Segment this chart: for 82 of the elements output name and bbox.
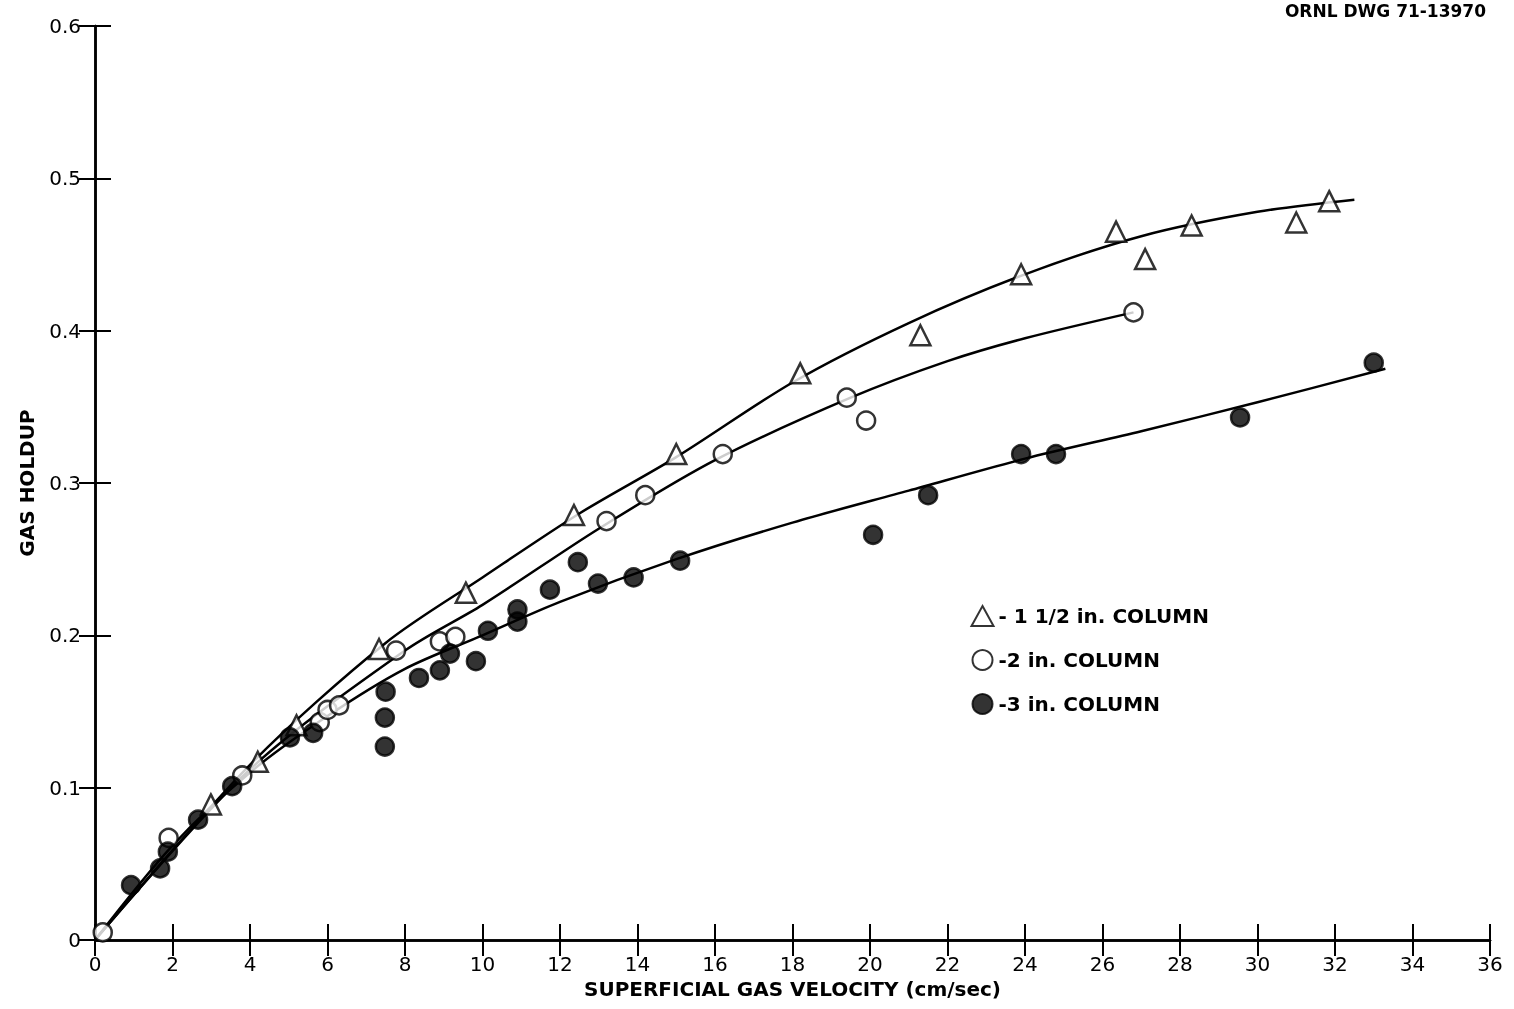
- point: [328, 695, 350, 716]
- point: [909, 323, 932, 347]
- point: [567, 551, 589, 573]
- point: [385, 640, 407, 661]
- point: [445, 626, 466, 648]
- point: [374, 736, 396, 757]
- x-tick-label: 36: [1477, 952, 1503, 976]
- point: [1010, 443, 1032, 465]
- point: [1009, 263, 1033, 286]
- point: [1104, 220, 1128, 243]
- y-tick-label: 0.4: [49, 318, 81, 343]
- point: [199, 793, 223, 816]
- x-tick-label: 26: [1089, 952, 1116, 976]
- point: [917, 484, 939, 506]
- point: [562, 503, 586, 527]
- point: [375, 681, 396, 702]
- point: [855, 410, 877, 431]
- point: [279, 727, 301, 748]
- legend-label: -3 in. COLUMN: [998, 692, 1160, 716]
- point: [1180, 214, 1203, 237]
- point: [1229, 407, 1251, 428]
- point: [1133, 247, 1157, 271]
- x-tick-label: 32: [1322, 952, 1348, 976]
- point: [862, 524, 884, 546]
- x-tick-label: 30: [1244, 952, 1271, 976]
- point: [789, 362, 812, 385]
- x-tick-label: 34: [1399, 952, 1426, 976]
- point: [465, 650, 487, 672]
- x-tick-label: 22: [934, 952, 961, 976]
- x-tick-label: 8: [398, 952, 412, 976]
- point: [246, 750, 269, 774]
- y-tick-label: 0.2: [49, 623, 81, 648]
- y-tick-label: 0.6: [49, 14, 81, 38]
- point: [429, 660, 451, 681]
- point: [836, 387, 857, 408]
- point: [623, 567, 644, 588]
- point: [477, 620, 499, 642]
- x-tick-label: 2: [166, 952, 179, 976]
- point: [665, 442, 688, 466]
- x-tick-label: 14: [624, 952, 651, 976]
- x-tick-label: 28: [1167, 952, 1193, 976]
- y-tick-label: 0.5: [49, 166, 81, 191]
- point: [157, 841, 179, 862]
- point: [587, 573, 609, 594]
- point: [408, 667, 430, 689]
- x-tick-label: 6: [321, 952, 334, 976]
- x-tick-label: 20: [857, 952, 883, 976]
- x-tick-label: 18: [779, 952, 806, 976]
- x-tick-label: 4: [243, 952, 257, 976]
- x-tick-label: 12: [547, 952, 573, 976]
- x-tick-label: 0: [88, 952, 102, 976]
- legend-label: - 1 1/2 in. COLUMN: [998, 604, 1210, 628]
- point: [1363, 352, 1384, 373]
- legend-label: -2 in. COLUMN: [998, 648, 1160, 672]
- point: [596, 510, 617, 532]
- x-tick-label: 10: [469, 952, 496, 976]
- point: [302, 722, 324, 744]
- point: [635, 484, 656, 506]
- point: [374, 707, 396, 728]
- x-tick-label: 16: [702, 952, 728, 976]
- point: [1123, 302, 1144, 323]
- point: [507, 599, 528, 620]
- point: [367, 637, 391, 661]
- point: [1317, 189, 1341, 213]
- point: [439, 643, 461, 664]
- y-tick-label: 0.3: [49, 471, 81, 495]
- text: ORNL DWG 71-13970: [1284, 0, 1487, 21]
- point: [669, 550, 691, 571]
- point: [149, 858, 171, 879]
- point: [221, 775, 243, 797]
- point: [454, 581, 478, 604]
- y-tick-label: 0.1: [49, 775, 81, 800]
- point: [712, 443, 733, 465]
- y-tick-label: 0: [68, 928, 81, 952]
- point: [187, 809, 209, 830]
- point: [1285, 211, 1308, 234]
- y-axis-title: GAS HOLDUP: [15, 409, 39, 557]
- x-axis-title: SUPERFICIAL GAS VELOCITY (cm/sec): [583, 976, 1002, 1001]
- point: [1045, 443, 1067, 465]
- point: [539, 579, 561, 600]
- point: [120, 874, 142, 896]
- x-tick-label: 24: [1012, 952, 1038, 976]
